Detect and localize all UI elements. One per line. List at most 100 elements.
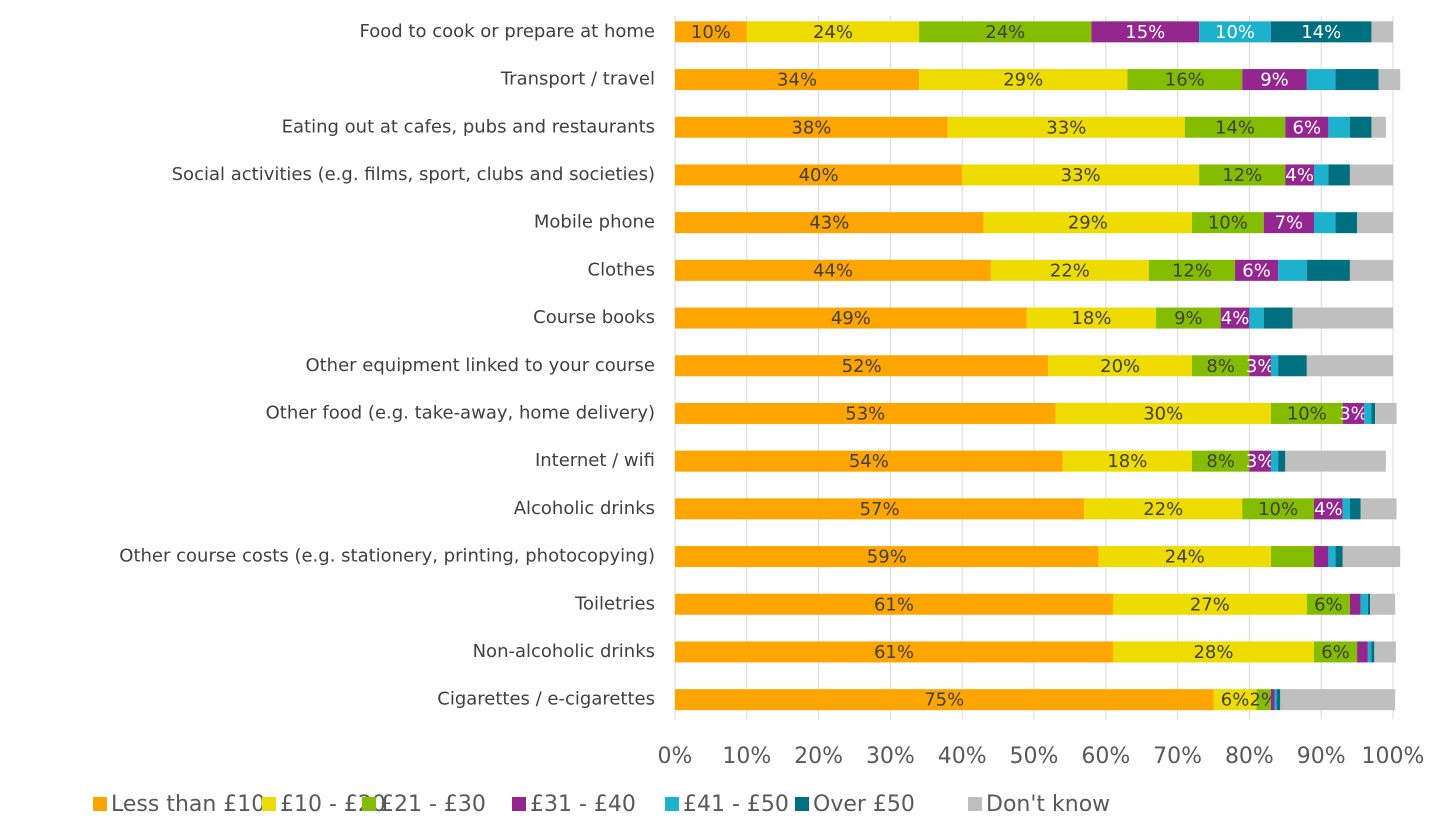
legend-swatch (665, 797, 679, 811)
bar-segment (1307, 355, 1393, 376)
value-label: 6% (1314, 594, 1343, 615)
value-label: 27% (1190, 594, 1230, 615)
bar-segment (1271, 451, 1278, 472)
bar-segment (1371, 641, 1374, 662)
value-label: 12% (1222, 165, 1262, 186)
bar-segment (1307, 260, 1350, 281)
legend-label: Over £50 (813, 792, 915, 817)
y-tick-label: Non-alcoholic drinks (473, 641, 655, 662)
value-label: 18% (1071, 308, 1111, 329)
value-label: 10% (691, 22, 731, 43)
bar-segment (1285, 451, 1386, 472)
legend-swatch (512, 797, 526, 811)
value-label: 14% (1301, 22, 1341, 43)
bar-segment (1278, 355, 1307, 376)
bar-segment (1280, 689, 1395, 710)
bar-segment (1271, 546, 1314, 567)
bar-segment (1328, 546, 1335, 567)
bar-segment (1336, 546, 1343, 567)
bar-segment (1314, 212, 1336, 233)
bar-segment (1336, 212, 1358, 233)
value-label: 20% (1100, 356, 1140, 377)
value-label: 59% (867, 547, 907, 568)
value-label: 40% (799, 165, 839, 186)
value-label: 52% (842, 356, 882, 377)
bar-segment (1370, 594, 1395, 615)
y-tick-label: Transport / travel (500, 69, 655, 90)
value-label: 3% (1246, 356, 1275, 377)
bar-segment (1350, 117, 1372, 138)
bar-segment (1328, 117, 1350, 138)
x-tick-label: 40% (938, 744, 987, 769)
y-tick-label: Other course costs (e.g. stationery, pri… (119, 546, 655, 567)
x-tick-label: 70% (1153, 744, 1202, 769)
legend-swatch (795, 797, 809, 811)
bar-segment (1271, 355, 1278, 376)
value-label: 34% (777, 70, 817, 91)
value-label: 9% (1174, 308, 1203, 329)
value-label: 57% (860, 499, 900, 520)
bar-segment (1371, 117, 1385, 138)
value-label: 22% (1143, 499, 1183, 520)
value-label: 10% (1208, 213, 1248, 234)
bar-segment (1343, 546, 1400, 567)
y-tick-label: Cigarettes / e-cigarettes (437, 689, 655, 710)
value-label: 18% (1107, 451, 1147, 472)
legend-swatch (362, 797, 376, 811)
value-label: 10% (1287, 403, 1327, 424)
bar-segment (1361, 498, 1397, 519)
bar-segment (1336, 69, 1379, 90)
bar-segment (1278, 451, 1285, 472)
y-tick-label: Other food (e.g. take-away, home deliver… (266, 402, 655, 423)
value-label: 24% (1165, 547, 1205, 568)
value-label: 6% (1242, 260, 1271, 281)
y-tick-label: Other equipment linked to your course (305, 355, 655, 376)
value-label: 6% (1321, 642, 1350, 663)
y-tick-label: Clothes (588, 259, 656, 280)
bar-segment (1277, 689, 1281, 710)
value-label: 49% (831, 308, 871, 329)
y-tick-label: Internet / wifi (535, 450, 655, 471)
value-label: 61% (874, 642, 914, 663)
bar-segment (1350, 260, 1393, 281)
bar-segment (1379, 69, 1401, 90)
y-tick-label: Mobile phone (534, 212, 655, 233)
x-tick-label: 80% (1225, 744, 1274, 769)
bar-segment (1275, 689, 1277, 710)
value-label: 33% (1046, 117, 1086, 138)
legend-label: £21 - £30 (380, 792, 486, 817)
bar-segment (1249, 308, 1263, 329)
value-label: 43% (809, 213, 849, 234)
bar-segment (1343, 498, 1350, 519)
value-label: 8% (1206, 451, 1235, 472)
x-tick-label: 10% (722, 744, 771, 769)
legend-swatch (968, 797, 982, 811)
bar-segment (1328, 164, 1350, 185)
y-tick-label: Toiletries (574, 593, 655, 614)
bar-segment (1357, 212, 1393, 233)
value-label: 14% (1215, 117, 1255, 138)
bar-segment (1350, 498, 1361, 519)
value-label: 30% (1143, 403, 1183, 424)
x-tick-label: 30% (866, 744, 915, 769)
value-label: 54% (849, 451, 889, 472)
value-label: 24% (813, 22, 853, 43)
value-label: 3% (1339, 403, 1368, 424)
bar-segment (1368, 594, 1370, 615)
bar-segment (1375, 403, 1397, 424)
bar-segment (1368, 641, 1372, 662)
bar-segment (1264, 308, 1293, 329)
legend-label: Don't know (986, 792, 1110, 817)
value-label: 4% (1221, 308, 1250, 329)
value-label: 6% (1293, 117, 1322, 138)
x-tick-label: 90% (1297, 744, 1346, 769)
value-label: 24% (985, 22, 1025, 43)
bar-segment (1292, 308, 1393, 329)
x-tick-label: 60% (1081, 744, 1130, 769)
value-label: 61% (874, 594, 914, 615)
value-label: 38% (791, 117, 831, 138)
legend-label: £41 - £50 (683, 792, 789, 817)
x-tick-label: 0% (658, 744, 693, 769)
legend-label: £31 - £40 (530, 792, 636, 817)
bar-segment (1271, 689, 1275, 710)
